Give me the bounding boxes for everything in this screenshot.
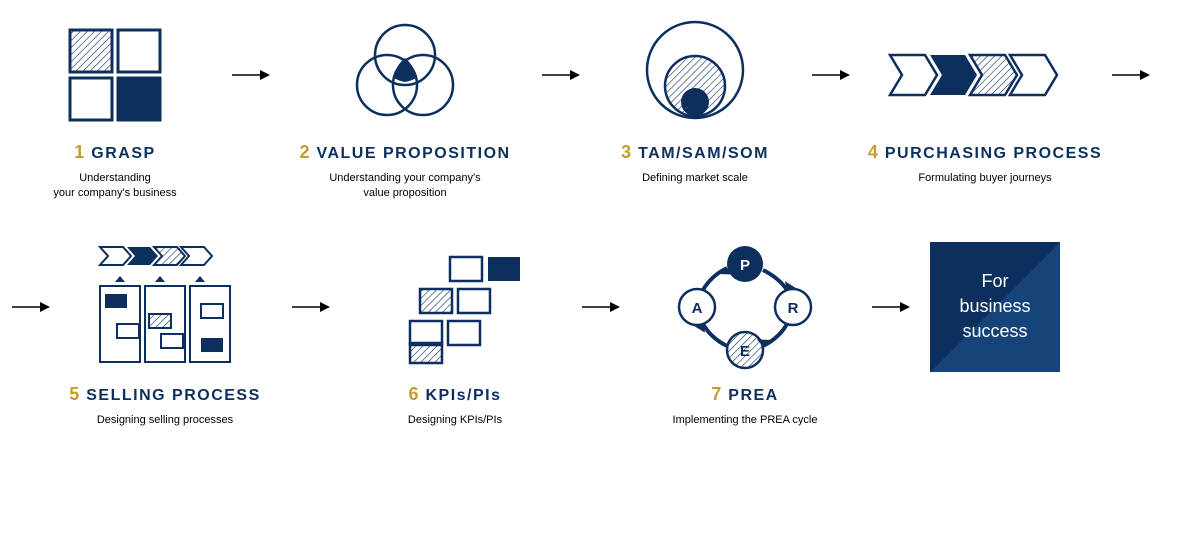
step-title: GRASP xyxy=(91,145,155,163)
arrow-icon xyxy=(280,242,340,372)
selling-process-icon xyxy=(85,242,245,372)
step-desc: Designing selling processes xyxy=(97,413,233,428)
row-2: 5 SELLING PROCESS Designing selling proc… xyxy=(10,242,1191,428)
step-num: 5 xyxy=(69,384,80,405)
step-desc: Formulating buyer journeys xyxy=(918,171,1051,186)
step-5: 5 SELLING PROCESS Designing selling proc… xyxy=(50,242,280,428)
prea-e-label: E xyxy=(740,343,750,360)
step-num: 3 xyxy=(621,142,632,163)
final-success-box: For business success xyxy=(930,242,1060,372)
prea-cycle-icon: P R E A xyxy=(675,242,815,372)
step-num: 2 xyxy=(299,142,310,163)
step-desc: Implementing the PREA cycle xyxy=(673,413,818,428)
step-title: SELLING PROCESS xyxy=(86,387,261,405)
arrow-icon xyxy=(530,20,590,130)
step-4: 4 PURCHASING PROCESS Formulating buyer j… xyxy=(860,20,1110,186)
step-num: 7 xyxy=(711,384,722,405)
step-title: TAM/SAM/SOM xyxy=(638,145,769,163)
row-1: 1 GRASP Understanding your company's bus… xyxy=(10,20,1191,202)
step-desc: Understanding your company's business xyxy=(53,171,176,202)
step-2: 2 VALUE PROPOSITION Understanding your c… xyxy=(280,20,530,202)
step-title: PREA xyxy=(728,387,778,405)
step-6: 6 KPIs/PIs Designing KPIs/PIs xyxy=(340,242,570,428)
arrow-icon xyxy=(10,242,50,372)
chevron-process-icon xyxy=(885,20,1085,130)
step-title: VALUE PROPOSITION xyxy=(316,145,510,163)
step-title: PURCHASING PROCESS xyxy=(885,145,1102,163)
step-7: P R E A 7 PREA Implementing th xyxy=(630,242,860,428)
step-desc: Understanding your company's value propo… xyxy=(329,171,480,202)
step-1: 1 GRASP Understanding your company's bus… xyxy=(10,20,220,202)
step-title: KPIs/PIs xyxy=(425,387,501,405)
kpi-grid-icon xyxy=(380,242,530,372)
prea-r-label: R xyxy=(788,300,799,317)
step-num: 6 xyxy=(408,384,419,405)
prea-a-label: A xyxy=(692,300,703,317)
arrow-icon xyxy=(220,20,280,130)
grasp-icon xyxy=(65,20,165,130)
market-circles-icon xyxy=(640,20,750,130)
venn-icon xyxy=(345,20,465,130)
arrow-icon xyxy=(570,242,630,372)
arrow-icon xyxy=(860,242,920,372)
step-desc: Designing KPIs/PIs xyxy=(408,413,502,428)
step-desc: Defining market scale xyxy=(642,171,748,186)
step-num: 4 xyxy=(868,142,879,163)
final-text: For business success xyxy=(959,269,1030,345)
arrow-icon xyxy=(800,20,860,130)
prea-p-label: P xyxy=(740,257,750,274)
step-num: 1 xyxy=(74,142,85,163)
arrow-icon xyxy=(1110,20,1150,130)
step-3: 3 TAM/SAM/SOM Defining market scale xyxy=(590,20,800,186)
